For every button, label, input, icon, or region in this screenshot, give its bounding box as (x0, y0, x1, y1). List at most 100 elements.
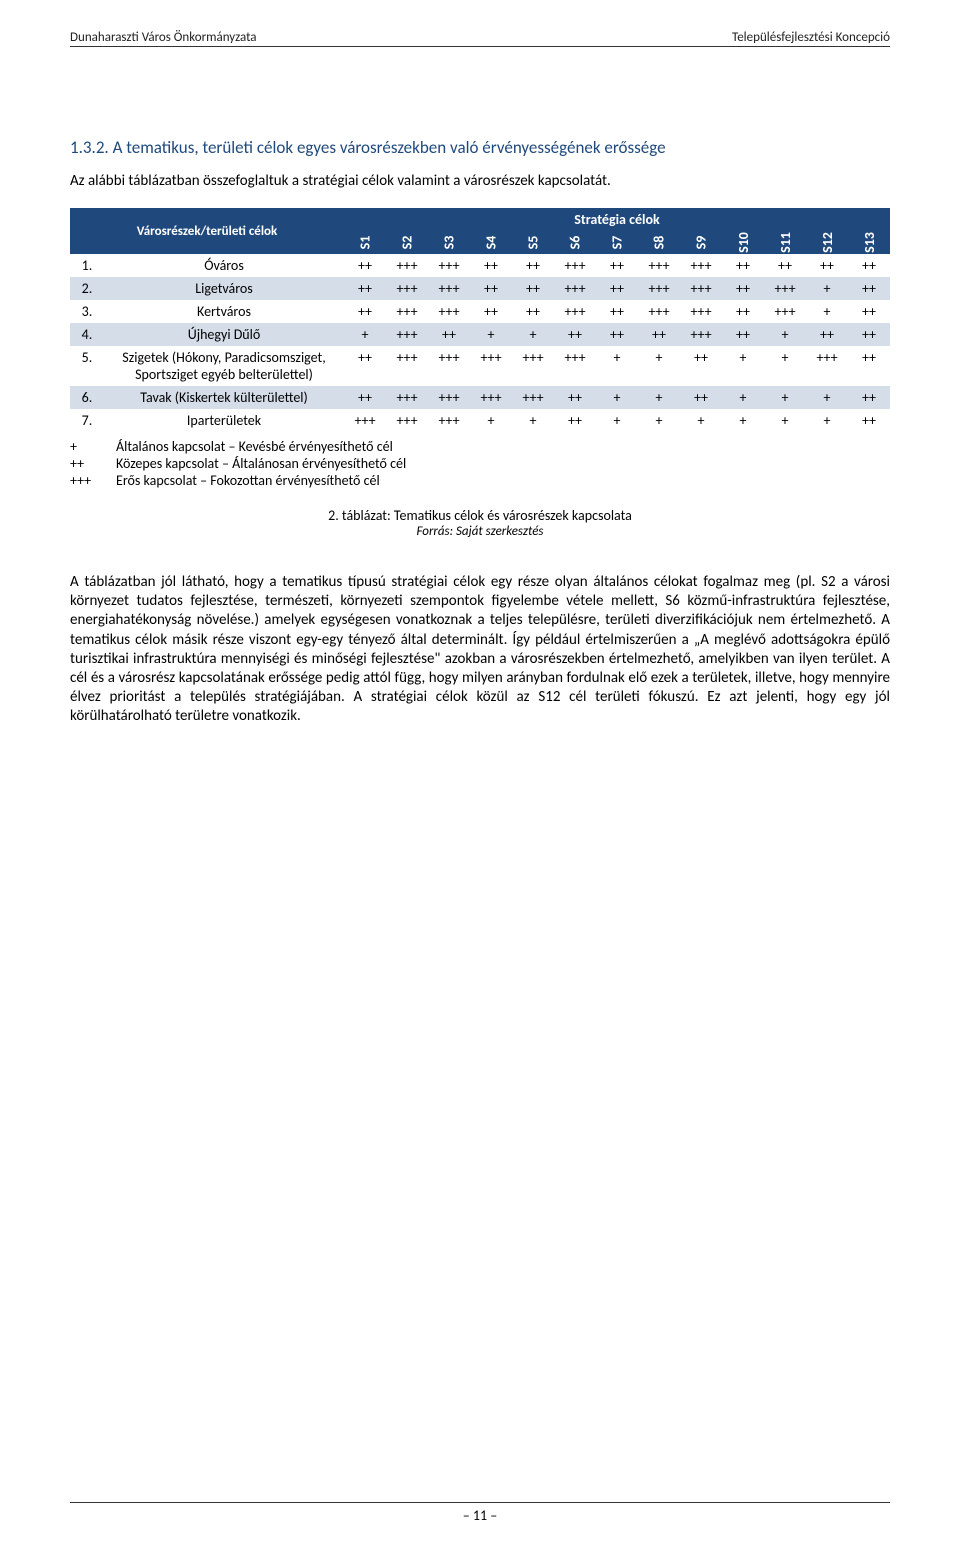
column-header-label: S9 (693, 236, 710, 250)
matrix-cell: +++ (554, 346, 596, 386)
column-header: S4 (470, 231, 512, 254)
legend-symbol: ++ (70, 455, 116, 472)
table-row: 7.Iparterületek+++++++++++++++++++++ (70, 409, 890, 432)
matrix-cell: + (344, 323, 386, 346)
matrix-cell: + (806, 277, 848, 300)
matrix-cell: ++ (848, 300, 890, 323)
page-number: – 11 – (463, 1507, 497, 1524)
matrix-cell: ++ (596, 277, 638, 300)
matrix-cell: ++ (512, 300, 554, 323)
matrix-cell: ++ (722, 323, 764, 346)
matrix-cell: ++ (722, 254, 764, 277)
column-header-label: S8 (651, 236, 668, 250)
table-row: 3.Kertváros+++++++++++++++++++++++++++++… (70, 300, 890, 323)
matrix-cell: +++ (638, 277, 680, 300)
matrix-cell: +++ (512, 346, 554, 386)
matrix-cell: + (722, 409, 764, 432)
matrix-cell: +++ (428, 277, 470, 300)
column-header-label: S5 (525, 236, 542, 250)
matrix-cell: ++ (344, 300, 386, 323)
matrix-cell: + (806, 409, 848, 432)
matrix-cell: +++ (386, 254, 428, 277)
page: Dunaharaszti Város Önkormányzata Települ… (0, 0, 960, 1544)
matrix-cell: ++ (554, 386, 596, 409)
row-label: Iparterületek (104, 409, 344, 432)
intro-text: Az alábbi táblázatban összefoglaltuk a s… (70, 172, 890, 190)
column-header-label: S1 (357, 236, 374, 250)
matrix-cell: +++ (428, 386, 470, 409)
row-number: 2. (70, 277, 104, 300)
matrix-cell: +++ (428, 300, 470, 323)
matrix-cell: +++ (554, 300, 596, 323)
matrix-cell: + (638, 386, 680, 409)
row-number: 7. (70, 409, 104, 432)
row-label: Tavak (Kiskertek külterülettel) (104, 386, 344, 409)
matrix-cell: + (596, 346, 638, 386)
matrix-cell: +++ (386, 323, 428, 346)
matrix-cell: ++ (596, 323, 638, 346)
row-label: Szigetek (Hókony, Paradicsomsziget, Spor… (104, 346, 344, 386)
row-label: Óváros (104, 254, 344, 277)
matrix-cell: ++ (554, 409, 596, 432)
matrix-cell: ++ (344, 277, 386, 300)
column-header-label: S11 (777, 232, 794, 253)
row-number: 6. (70, 386, 104, 409)
matrix-cell: ++ (512, 277, 554, 300)
matrix-table-wrap: Városrészek/területi célok Stratégia cél… (70, 208, 890, 432)
column-header-label: S3 (441, 236, 458, 250)
matrix-cell: ++ (848, 254, 890, 277)
matrix-cell: + (806, 386, 848, 409)
matrix-cell: +++ (680, 277, 722, 300)
column-header-label: S6 (567, 236, 584, 250)
matrix-cell: ++ (848, 323, 890, 346)
matrix-cell: ++ (470, 254, 512, 277)
table-row: 2.Ligetváros++++++++++++++++++++++++++++… (70, 277, 890, 300)
matrix-cell: + (764, 346, 806, 386)
matrix-cell: + (722, 386, 764, 409)
matrix-cell: +++ (806, 346, 848, 386)
column-header: S1 (344, 231, 386, 254)
matrix-cell: ++ (848, 409, 890, 432)
row-number: 1. (70, 254, 104, 277)
matrix-cell: ++ (344, 254, 386, 277)
row-header-label: Városrészek/területi célok (70, 208, 344, 254)
matrix-cell: +++ (680, 323, 722, 346)
column-header: S9 (680, 231, 722, 254)
matrix-cell: + (470, 409, 512, 432)
matrix-cell: ++ (722, 277, 764, 300)
legend-symbol: +++ (70, 472, 116, 489)
matrix-cell: + (722, 346, 764, 386)
matrix-cell: +++ (386, 409, 428, 432)
matrix-cell: +++ (638, 300, 680, 323)
matrix-cell: ++ (344, 346, 386, 386)
matrix-cell: ++ (596, 254, 638, 277)
matrix-cell: ++ (848, 346, 890, 386)
table-row: 4.Újhegyi Dűlő++++++++++++++++++++++++ (70, 323, 890, 346)
column-header: S2 (386, 231, 428, 254)
row-number: 3. (70, 300, 104, 323)
column-header: S10 (722, 231, 764, 254)
caption-line-1: 2. táblázat: Tematikus célok és városrés… (70, 507, 890, 524)
legend-row: +++Erős kapcsolat – Fokozottan érvényesí… (70, 472, 890, 489)
matrix-cell: ++ (680, 346, 722, 386)
row-label: Ligetváros (104, 277, 344, 300)
matrix-cell: ++ (848, 386, 890, 409)
matrix-cell: +++ (512, 386, 554, 409)
matrix-cell: ++ (470, 277, 512, 300)
row-label: Újhegyi Dűlő (104, 323, 344, 346)
matrix-cell: + (596, 386, 638, 409)
table-row: 6.Tavak (Kiskertek külterülettel)+++++++… (70, 386, 890, 409)
matrix-cell: ++ (512, 254, 554, 277)
matrix-cell: + (512, 323, 554, 346)
matrix-cell: +++ (680, 254, 722, 277)
doc-header: Dunaharaszti Város Önkormányzata Települ… (70, 30, 890, 47)
matrix-cell: +++ (386, 346, 428, 386)
matrix-cell: +++ (344, 409, 386, 432)
column-header: S11 (764, 231, 806, 254)
matrix-cell: ++ (764, 254, 806, 277)
row-number: 4. (70, 323, 104, 346)
table-row: 5.Szigetek (Hókony, Paradicsomsziget, Sp… (70, 346, 890, 386)
column-header: S3 (428, 231, 470, 254)
table-caption: 2. táblázat: Tematikus célok és városrés… (70, 507, 890, 539)
matrix-cell: +++ (470, 346, 512, 386)
